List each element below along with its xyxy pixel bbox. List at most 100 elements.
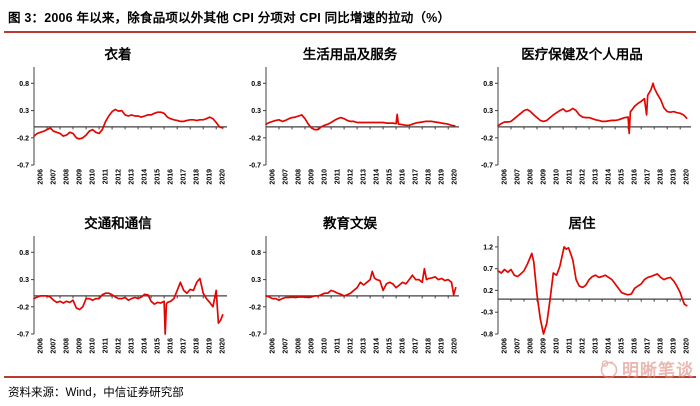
- svg-text:2019: 2019: [207, 338, 214, 354]
- svg-text:2020: 2020: [684, 169, 691, 185]
- svg-text:-0.7: -0.7: [17, 163, 29, 170]
- svg-text:2018: 2018: [658, 169, 665, 185]
- svg-text:2010: 2010: [553, 338, 560, 354]
- svg-text:2013: 2013: [593, 338, 600, 354]
- svg-text:2017: 2017: [645, 338, 652, 354]
- svg-text:2013: 2013: [129, 169, 136, 185]
- svg-text:2009: 2009: [76, 169, 83, 185]
- svg-text:2013: 2013: [361, 338, 368, 354]
- svg-text:-0.2: -0.2: [17, 304, 29, 311]
- svg-text:0.3: 0.3: [19, 277, 29, 284]
- svg-text:2014: 2014: [606, 169, 613, 185]
- svg-text:2010: 2010: [321, 169, 328, 185]
- svg-text:2018: 2018: [194, 338, 201, 354]
- svg-text:2013: 2013: [593, 169, 600, 185]
- svg-text:2006: 2006: [269, 338, 276, 354]
- svg-text:0.3: 0.3: [251, 277, 261, 284]
- svg-text:0.8: 0.8: [483, 81, 493, 88]
- svg-text:0.8: 0.8: [19, 250, 29, 257]
- svg-text:-0.2: -0.2: [17, 135, 29, 142]
- svg-text:2018: 2018: [426, 338, 433, 354]
- svg-text:2012: 2012: [579, 338, 586, 354]
- figure-title: 图 3：2006 年以来，除食品项以外其他 CPI 分项对 CPI 同比增速的拉…: [8, 11, 451, 25]
- subplot-title: 居住: [568, 216, 596, 231]
- svg-text:2019: 2019: [207, 169, 214, 185]
- svg-text:2012: 2012: [347, 338, 354, 354]
- svg-text:2006: 2006: [37, 169, 44, 185]
- svg-text:2006: 2006: [37, 338, 44, 354]
- svg-text:2019: 2019: [439, 338, 446, 354]
- svg-text:-0.7: -0.7: [249, 332, 261, 339]
- svg-text:-0.8: -0.8: [481, 332, 493, 339]
- watermark-text: 明晰笔谈: [622, 361, 694, 380]
- svg-text:0.7: 0.7: [483, 266, 493, 273]
- svg-text:2010: 2010: [89, 169, 96, 185]
- svg-text:2014: 2014: [142, 338, 149, 354]
- svg-text:2016: 2016: [168, 338, 175, 354]
- svg-text:2019: 2019: [439, 169, 446, 185]
- svg-text:2008: 2008: [295, 169, 302, 185]
- svg-text:-0.2: -0.2: [249, 304, 261, 311]
- svg-text:2006: 2006: [501, 169, 508, 185]
- svg-text:2020: 2020: [452, 169, 459, 185]
- svg-text:2013: 2013: [129, 338, 136, 354]
- svg-text:2017: 2017: [181, 169, 188, 185]
- svg-text:2017: 2017: [181, 338, 188, 354]
- svg-text:2011: 2011: [334, 338, 341, 353]
- svg-text:-0.2: -0.2: [249, 135, 261, 142]
- svg-text:2007: 2007: [514, 338, 521, 354]
- svg-text:2015: 2015: [387, 338, 394, 354]
- svg-text:1.2: 1.2: [483, 244, 493, 251]
- svg-text:2010: 2010: [321, 338, 328, 354]
- transport-line-chart: 0.8 0.3 -0.2 -0.7 2006 2007 2008 2009 2010 2011 20…: [17, 236, 227, 354]
- svg-text:2008: 2008: [63, 338, 70, 354]
- svg-text:0.8: 0.8: [251, 250, 261, 257]
- svg-text:2011: 2011: [102, 169, 109, 184]
- svg-text:2016: 2016: [168, 169, 175, 185]
- svg-text:2008: 2008: [527, 169, 534, 185]
- svg-text:2009: 2009: [540, 338, 547, 354]
- svg-text:2015: 2015: [619, 338, 626, 354]
- svg-text:2018: 2018: [194, 169, 201, 185]
- household-goods-line-chart: 0.8 0.3 -0.2 -0.7 2006 2007 2008 2009 2010 2011 20…: [249, 67, 459, 185]
- svg-text:2013: 2013: [361, 169, 368, 185]
- svg-text:2019: 2019: [671, 338, 678, 354]
- subplot-title: 医疗保健及个人用品: [521, 47, 643, 62]
- svg-text:2007: 2007: [50, 338, 57, 354]
- svg-text:2015: 2015: [155, 169, 162, 185]
- svg-text:2012: 2012: [115, 338, 122, 354]
- svg-text:2006: 2006: [269, 169, 276, 185]
- svg-text:2014: 2014: [606, 338, 613, 354]
- svg-text:2012: 2012: [579, 169, 586, 185]
- svg-text:2011: 2011: [102, 338, 109, 353]
- svg-text:2009: 2009: [540, 169, 547, 185]
- subplot-title: 交通和通信: [84, 216, 152, 231]
- subplot-healthcare: 医疗保健及个人用品 0.8 0.3 -0.2 -0.7 2006 2007 2008 2009…: [466, 35, 698, 204]
- healthcare-line-chart: 0.8 0.3 -0.2 -0.7 2006 2007 2008 2009 2010 2011 20…: [481, 67, 691, 185]
- svg-text:2015: 2015: [155, 338, 162, 354]
- svg-text:2020: 2020: [452, 338, 459, 354]
- svg-text:2011: 2011: [566, 169, 573, 184]
- subplot-title: 衣着: [104, 47, 132, 62]
- subplot-clothing: 衣着 0.8 0.3 -0.2 -0.7 2006 2007 2008 2009 2010 201…: [2, 35, 234, 204]
- svg-text:2008: 2008: [63, 169, 70, 185]
- subplot-household-goods: 生活用品及服务 0.8 0.3 -0.2 -0.7 2006 2007 2008 2009 20…: [234, 35, 466, 204]
- svg-text:0.3: 0.3: [19, 108, 29, 115]
- footer-rule: [4, 376, 696, 378]
- svg-text:2020: 2020: [220, 169, 227, 185]
- svg-text:0.3: 0.3: [251, 108, 261, 115]
- watermark-logo-icon: [600, 359, 618, 378]
- svg-text:2018: 2018: [658, 338, 665, 354]
- svg-text:2006: 2006: [501, 338, 508, 354]
- svg-text:2010: 2010: [89, 338, 96, 354]
- svg-text:2007: 2007: [50, 169, 57, 185]
- watermark-logo: 明晰笔谈: [598, 356, 694, 381]
- chart-grid: 衣着 0.8 0.3 -0.2 -0.7 2006 2007 2008 2009 2010 201…: [2, 35, 698, 373]
- subplot-title: 教育文娱: [323, 216, 377, 231]
- svg-text:2020: 2020: [684, 338, 691, 354]
- svg-text:2007: 2007: [514, 169, 521, 185]
- svg-text:2009: 2009: [308, 338, 315, 354]
- svg-text:2011: 2011: [566, 338, 573, 353]
- svg-text:2020: 2020: [220, 338, 227, 354]
- svg-text:2008: 2008: [295, 338, 302, 354]
